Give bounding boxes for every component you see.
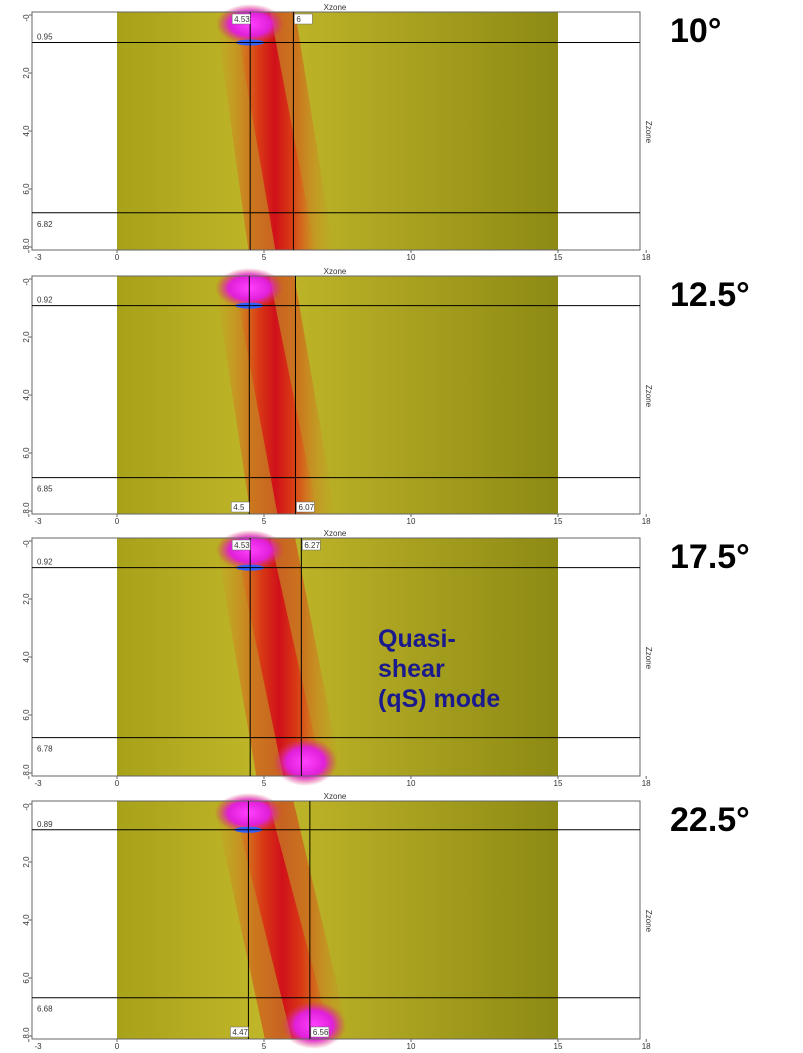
exit-spot	[281, 1001, 346, 1049]
x-cursor-label-box	[296, 501, 315, 513]
wave-band	[232, 801, 332, 1039]
x-cursor-label-box	[231, 539, 251, 551]
x-tick-label: 5	[262, 253, 267, 262]
y-tick-label: 2.0	[22, 856, 31, 868]
annotation: (qS) mode	[378, 685, 500, 713]
angle-label: 17.5°	[670, 538, 750, 576]
y-tick-label: 8.0	[22, 238, 31, 250]
x-tick-label: 10	[407, 1042, 416, 1051]
x-cursor-label-box	[231, 501, 250, 513]
x-cursor-label: 4.53	[234, 15, 250, 24]
y-tick-label: 6.0	[22, 972, 31, 984]
x-cursor-label: 4.53	[234, 541, 250, 550]
x-tick-label: 0	[115, 779, 120, 788]
x-cursor-label-box	[294, 13, 313, 25]
z-cursor-label: 0.89	[37, 820, 53, 829]
x-tick-label: 10	[407, 779, 416, 788]
x-axis-title: Xzone	[324, 792, 347, 801]
y-tick-label: -0	[22, 14, 31, 22]
y-tick-label: 6.0	[22, 183, 31, 195]
y-axis-title: Zzone	[644, 385, 653, 408]
x-cursor-label: 4.5	[233, 503, 245, 512]
field-image	[117, 12, 558, 250]
x-tick-label: 10	[407, 253, 416, 262]
x-tick-label: 10	[407, 517, 416, 526]
exit-spot	[273, 738, 338, 786]
y-axis-title: Zzone	[644, 910, 653, 933]
x-tick-label: 0	[115, 1042, 120, 1051]
x-cursor-label: 6.27	[304, 541, 320, 550]
y-tick-label: 2.0	[22, 593, 31, 605]
y-tick-label: 6.0	[22, 447, 31, 459]
z-cursor-label: 6.68	[37, 1005, 53, 1014]
x-tick-label: -3	[34, 1042, 42, 1051]
x-cursor-label: 6.56	[313, 1028, 329, 1037]
panel: Xzone Zzone -3 0 5 10 15 18 -0 2.0 4.0 6.0 8.0 0.95 6.…	[22, 3, 721, 262]
x-tick-label: 15	[554, 1042, 563, 1051]
wave-band	[234, 12, 316, 250]
wave-band	[233, 276, 318, 514]
x-axis-title: Xzone	[324, 529, 347, 538]
y-tick-label: 6.0	[22, 709, 31, 721]
y-tick-label: -0	[22, 540, 31, 548]
x-cursor-label: 4.47	[232, 1028, 248, 1037]
x-cursor-label-box	[231, 13, 251, 25]
z-cursor-label: 6.82	[37, 220, 53, 229]
x-cursor-label-box	[310, 1026, 330, 1038]
y-tick-label: 2.0	[22, 67, 31, 79]
angle-label: 12.5°	[670, 276, 750, 314]
x-tick-label: 5	[262, 1042, 267, 1051]
x-tick-label: 18	[642, 253, 651, 262]
annotation: Quasi-	[378, 625, 456, 653]
y-tick-label: 8.0	[22, 764, 31, 776]
y-tick-label: 4.0	[22, 389, 31, 401]
x-tick-label: 18	[642, 517, 651, 526]
field-image	[117, 538, 558, 776]
x-tick-label: 15	[554, 779, 563, 788]
y-tick-label: 8.0	[22, 1027, 31, 1039]
y-tick-label: 2.0	[22, 331, 31, 343]
x-tick-label: -3	[34, 253, 42, 262]
z-cursor-label: 6.78	[37, 745, 53, 754]
field-image	[117, 276, 558, 514]
x-cursor-label-box	[302, 539, 321, 551]
x-tick-label: -3	[34, 779, 42, 788]
angle-label: 10°	[670, 12, 721, 50]
x-axis-title: Xzone	[324, 3, 347, 12]
x-tick-label: 15	[554, 253, 563, 262]
panel: Xzone Zzone -3 0 5 10 15 18 -0 2.0 4.0 6.0 8.0 0.89 6.…	[22, 792, 750, 1051]
angle-label: 22.5°	[670, 801, 750, 839]
y-axis-title: Zzone	[644, 647, 653, 670]
y-tick-label: -0	[22, 803, 31, 811]
y-tick-label: -0	[22, 278, 31, 286]
x-tick-label: 5	[262, 517, 267, 526]
x-cursor-label-box	[230, 1026, 249, 1038]
panel: Xzone Zzone -3 0 5 10 15 18 -0 2.0 4.0 6.0 8.0 0.92 6.…	[22, 267, 750, 526]
x-axis-title: Xzone	[324, 267, 347, 276]
y-tick-label: 4.0	[22, 914, 31, 926]
y-tick-label: 4.0	[22, 125, 31, 137]
y-axis-title: Zzone	[644, 121, 653, 144]
x-tick-label: 0	[115, 253, 120, 262]
y-tick-label: 8.0	[22, 502, 31, 514]
x-tick-label: 15	[554, 517, 563, 526]
y-tick-label: 4.0	[22, 651, 31, 663]
x-tick-label: 18	[642, 1042, 651, 1051]
x-tick-label: 5	[262, 779, 267, 788]
x-tick-label: 0	[115, 517, 120, 526]
z-cursor-label: 6.85	[37, 485, 53, 494]
z-cursor-label: 0.95	[37, 33, 53, 42]
z-cursor-label: 0.92	[37, 296, 53, 305]
panel: Xzone Zzone -3 0 5 10 15 18 -0 2.0 4.0 6.0 8.0 0.92 6.…	[22, 529, 750, 788]
x-tick-label: -3	[34, 517, 42, 526]
z-cursor-label: 0.92	[37, 558, 53, 567]
annotation: shear	[378, 655, 445, 683]
x-tick-label: 18	[642, 779, 651, 788]
x-cursor-label: 6	[296, 15, 301, 24]
x-cursor-label: 6.07	[298, 503, 314, 512]
